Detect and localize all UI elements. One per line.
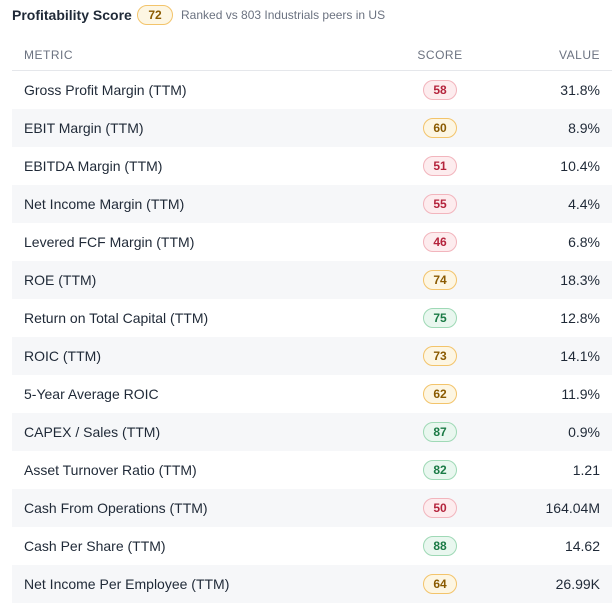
score-badge: 74 — [423, 270, 457, 290]
table-row: EBITDA Margin (TTM) 51 10.4% — [12, 147, 612, 185]
metric-name: Cash From Operations (TTM) — [12, 489, 380, 527]
table-row: Levered FCF Margin (TTM) 46 6.8% — [12, 223, 612, 261]
score-cell: 64 — [380, 565, 500, 603]
score-cell: 46 — [380, 223, 500, 261]
metric-value: 14.62 — [564, 538, 600, 554]
metric-name: ROE (TTM) — [12, 261, 380, 299]
score-badge: 58 — [423, 80, 457, 100]
metric-value: 8.9% — [500, 109, 612, 147]
table-row: 5-Year Average ROIC 62 11.9% — [12, 375, 612, 413]
score-cell: 87 — [380, 413, 500, 451]
metric-value: 12.8% — [560, 310, 600, 326]
table-row: Gross Profit Margin (TTM) 58 31.8% — [12, 71, 612, 110]
score-badge: 73 — [423, 346, 457, 366]
score-badge: 50 — [423, 498, 457, 518]
metric-name: Asset Turnover Ratio (TTM) — [24, 462, 197, 478]
metric-value: 0.9% — [500, 413, 612, 451]
column-header-value[interactable]: VALUE — [500, 40, 612, 71]
metric-value: 14.1% — [500, 337, 612, 375]
metric-name: Net Income Per Employee (TTM) — [12, 565, 380, 603]
metric-name: Net Income Margin (TTM) — [12, 185, 380, 223]
score-cell: 73 — [380, 337, 500, 375]
score-badge: 55 — [423, 194, 457, 214]
metric-name: 5-Year Average ROIC — [24, 386, 159, 402]
profitability-header: Profitability Score 72 Ranked vs 803 Ind… — [0, 0, 612, 32]
table-row: EBIT Margin (TTM) 60 8.9% — [12, 109, 612, 147]
score-badge: 60 — [423, 118, 457, 138]
score-cell: 75 — [380, 299, 500, 337]
metric-value: 11.9% — [561, 386, 600, 402]
table-row: Asset Turnover Ratio (TTM) 82 1.21 — [12, 451, 612, 489]
metric-value: 10.4% — [560, 158, 600, 174]
table-row: Cash Per Share (TTM) 88 14.62 — [12, 527, 612, 565]
metric-value: 31.8% — [560, 82, 600, 98]
score-cell: 88 — [380, 527, 500, 565]
score-cell: 82 — [380, 451, 500, 489]
metric-name: Levered FCF Margin (TTM) — [24, 234, 195, 250]
metric-value: 164.04M — [500, 489, 612, 527]
metric-name: EBIT Margin (TTM) — [12, 109, 380, 147]
table-row: Return on Total Capital (TTM) 75 12.8% — [12, 299, 612, 337]
metric-name: Return on Total Capital (TTM) — [24, 310, 209, 326]
score-badge: 87 — [423, 422, 457, 442]
score-cell: 60 — [380, 109, 500, 147]
score-badge: 75 — [423, 308, 457, 328]
metric-value: 18.3% — [500, 261, 612, 299]
metric-value: 1.21 — [572, 462, 600, 478]
score-cell: 62 — [380, 375, 500, 413]
table-header-row: METRIC SCORE VALUE — [12, 40, 612, 71]
score-badge: 82 — [423, 460, 457, 480]
score-badge: 51 — [423, 156, 457, 176]
metric-name: ROIC (TTM) — [12, 337, 380, 375]
metric-name: EBITDA Margin (TTM) — [24, 158, 163, 174]
score-badge: 46 — [423, 232, 457, 252]
table-row: Net Income Margin (TTM) 55 4.4% — [12, 185, 612, 223]
score-badge: 62 — [423, 384, 457, 404]
metric-name: CAPEX / Sales (TTM) — [12, 413, 380, 451]
score-cell: 74 — [380, 261, 500, 299]
score-cell: 55 — [380, 185, 500, 223]
metric-name: Gross Profit Margin (TTM) — [24, 82, 187, 98]
metric-value: 6.8% — [568, 234, 600, 250]
score-cell: 58 — [380, 71, 500, 110]
table-row: Cash From Operations (TTM) 50 164.04M — [12, 489, 612, 527]
ranking-subtitle: Ranked vs 803 Industrials peers in US — [181, 8, 386, 22]
metric-value: 26.99K — [500, 565, 612, 603]
score-badge: 64 — [423, 574, 457, 594]
metric-name: Cash Per Share (TTM) — [24, 538, 166, 554]
table-row: ROIC (TTM) 73 14.1% — [12, 337, 612, 375]
score-badge: 88 — [423, 536, 457, 556]
metric-value: 4.4% — [500, 185, 612, 223]
table-row: Net Income Per Employee (TTM) 64 26.99K — [12, 565, 612, 603]
column-header-metric[interactable]: METRIC — [12, 40, 380, 71]
score-cell: 50 — [380, 489, 500, 527]
metrics-table: METRIC SCORE VALUE Gross Profit Margin (… — [12, 40, 612, 603]
table-row: CAPEX / Sales (TTM) 87 0.9% — [12, 413, 612, 451]
score-cell: 51 — [380, 147, 500, 185]
table-row: ROE (TTM) 74 18.3% — [12, 261, 612, 299]
section-title: Profitability Score — [12, 7, 132, 23]
column-header-score[interactable]: SCORE — [380, 40, 500, 71]
overall-score-badge: 72 — [137, 5, 173, 25]
